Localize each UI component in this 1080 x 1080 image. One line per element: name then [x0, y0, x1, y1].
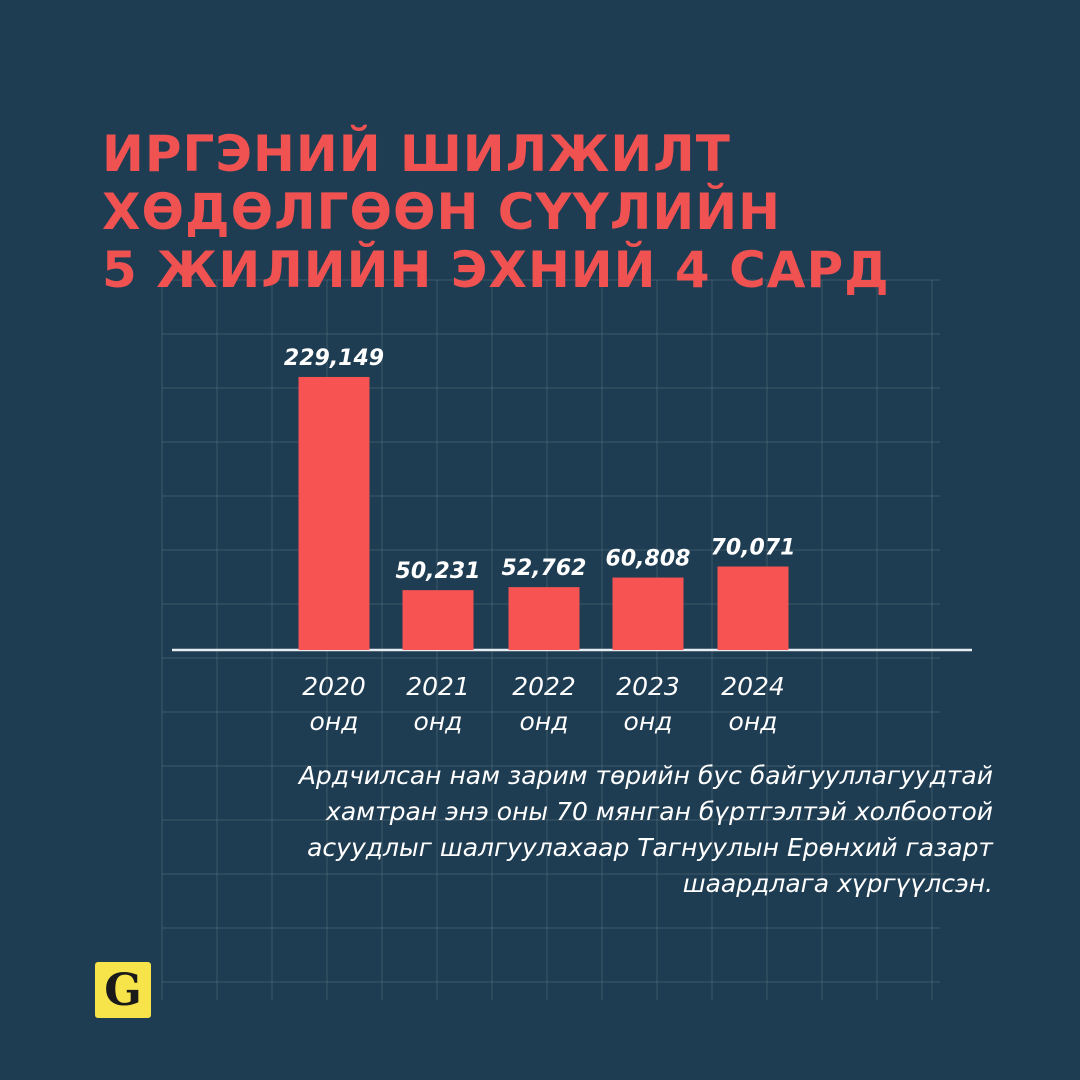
category-label-3: 2023 онд — [616, 672, 680, 736]
caption-line-2: хамтран энэ оны 70 мянган бүртгэлтэй хол… — [326, 797, 993, 826]
value-label-4: 70,071 — [711, 536, 796, 561]
chart-title: ИРГЭНИЙ ШИЛЖИЛТ ХӨДӨЛГӨӨН СҮҮЛИЙН 5 ЖИЛИ… — [102, 125, 890, 299]
caption-line-1: Ардчилсан нам зарим төрийн бус байгуулла… — [298, 761, 993, 790]
value-label-3: 60,808 — [606, 547, 691, 572]
caption-text: Ардчилсан нам зарим төрийн бус байгуулла… — [113, 758, 993, 902]
bar-2 — [508, 587, 580, 650]
category-label-1: 2021 онд — [406, 672, 470, 736]
title-line-3: 5 ЖИЛИЙН ЭХНИЙ 4 САРД — [102, 241, 890, 299]
logo-letter: G — [104, 964, 142, 1016]
category-label-0: 2020 онд — [302, 672, 366, 736]
category-label-4: 2024 онд — [721, 672, 785, 736]
caption-line-4: шаардлага хүргүүлсэн. — [682, 869, 993, 898]
brand-logo: G — [95, 962, 151, 1018]
title-line-1: ИРГЭНИЙ ШИЛЖИЛТ — [102, 125, 731, 183]
bar-1 — [402, 590, 474, 650]
title-line-2: ХӨДӨЛГӨӨН СҮҮЛИЙН — [102, 183, 781, 241]
bar-4 — [717, 566, 789, 650]
bar-0 — [298, 376, 370, 650]
category-label-2: 2022 онд — [512, 672, 576, 736]
value-label-1: 50,231 — [396, 559, 481, 584]
value-label-0: 229,149 — [284, 346, 384, 371]
bar-3 — [612, 577, 684, 650]
caption-line-3: асуудлыг шалгуулахаар Тагнуулын Ерөнхий … — [307, 833, 993, 862]
value-label-2: 52,762 — [502, 556, 587, 581]
